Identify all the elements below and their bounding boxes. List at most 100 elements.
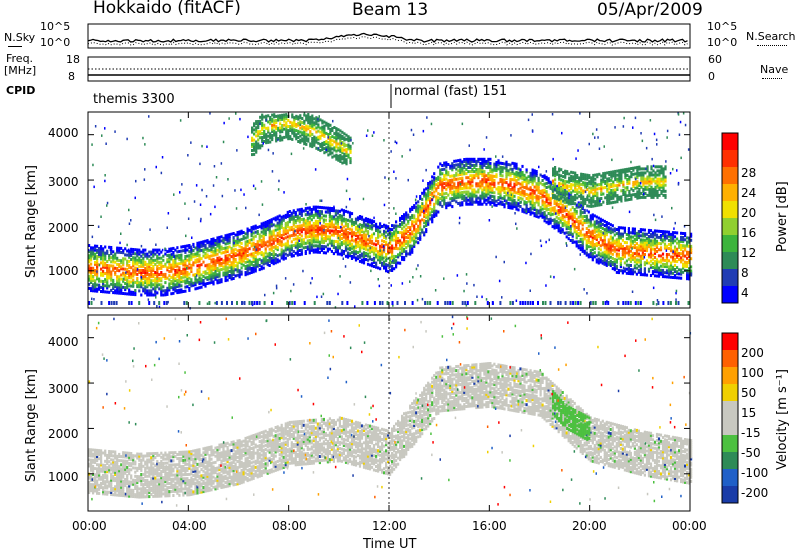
power-cell [467, 157, 470, 161]
power-cell [194, 279, 197, 283]
power-cell [260, 238, 263, 242]
power-cell [311, 114, 314, 118]
power-cell [593, 234, 596, 238]
power-cell [327, 143, 330, 147]
power-cell [641, 254, 644, 258]
power-cell [251, 136, 254, 140]
power-cell [252, 231, 255, 235]
power-cell [232, 232, 235, 235]
power-cell [90, 250, 93, 254]
power-cell [483, 178, 486, 182]
power-cell [182, 259, 185, 263]
power-cell [180, 257, 183, 261]
power-cell [557, 202, 560, 206]
power-cell [108, 266, 111, 270]
power-cell [661, 230, 665, 234]
power-cell [267, 138, 270, 142]
power-cell [549, 197, 552, 201]
power-cell [112, 254, 115, 258]
power-cell [206, 247, 209, 251]
power-cell [621, 249, 624, 252]
power-cell [297, 121, 300, 125]
power-cell [314, 230, 317, 234]
power-cell [495, 169, 498, 173]
power-cell [138, 285, 141, 289]
power-cell [370, 245, 374, 249]
power-cell [627, 235, 630, 239]
power-cell [415, 230, 418, 234]
power-cell [250, 268, 253, 272]
power-cell [557, 217, 560, 221]
power-cell [437, 200, 440, 204]
power-cell [140, 260, 143, 264]
power-cell [509, 181, 512, 185]
power-cell [517, 167, 520, 171]
power-cell [555, 211, 558, 215]
power-cell [393, 254, 396, 258]
power-cell [329, 130, 332, 133]
power-cell [535, 182, 538, 186]
power-cell [633, 246, 636, 249]
power-cell [224, 264, 227, 268]
power-cell [554, 166, 557, 169]
power-cell [453, 165, 456, 169]
power-cell [220, 235, 223, 239]
power-cell [680, 268, 683, 272]
power-cell [302, 221, 305, 225]
power-cell [326, 243, 329, 247]
power-cell [343, 156, 346, 160]
power-cell [172, 263, 175, 267]
power-cell [435, 209, 438, 213]
power-cell [114, 252, 117, 256]
power-cell [688, 261, 691, 265]
power-cell [401, 255, 404, 259]
power-cell [164, 281, 167, 285]
power-cell [409, 217, 412, 221]
power-cell [244, 267, 247, 270]
power-cell [647, 261, 651, 265]
power-cell [190, 282, 193, 286]
power-cell [267, 134, 270, 138]
power-cell [617, 240, 620, 244]
power-cell [507, 171, 510, 175]
power-cell [483, 170, 486, 174]
power-cell [531, 205, 534, 209]
power-cell [399, 218, 402, 222]
power-cell [505, 160, 508, 164]
power-cell [607, 246, 610, 250]
power-cell [627, 272, 630, 275]
power-cell [100, 273, 103, 277]
power-cell [429, 186, 432, 190]
power-cell [607, 254, 610, 258]
power-cell [585, 235, 588, 239]
power-cell [240, 260, 243, 264]
power-cell [166, 258, 169, 262]
power-cell [110, 274, 113, 278]
power-cell [657, 266, 661, 270]
power-cell [511, 194, 514, 198]
power-cell [673, 276, 677, 280]
power-cell [132, 256, 135, 260]
power-cell [96, 250, 99, 254]
power-cell [362, 257, 366, 261]
power-cell [92, 252, 95, 256]
power-cell [120, 259, 123, 263]
date-title: 05/Apr/2009 [597, 0, 703, 20]
power-cell [583, 235, 586, 239]
power-cell [148, 262, 151, 266]
power-cell [256, 252, 259, 256]
power-cell [304, 235, 307, 239]
power-cell [593, 228, 596, 232]
power-cell [537, 211, 540, 215]
power-cell [643, 253, 646, 256]
power-cell [561, 222, 564, 226]
power-cell [251, 138, 254, 142]
power-cell [319, 126, 322, 130]
power-cell [246, 264, 249, 268]
power-cell [639, 240, 642, 244]
power-cell [316, 205, 319, 209]
power-cell [487, 192, 490, 196]
power-cell [364, 229, 368, 233]
power-cell [688, 267, 691, 271]
power-cell [150, 279, 153, 283]
